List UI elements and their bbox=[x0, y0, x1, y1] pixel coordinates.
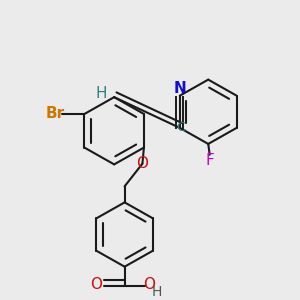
Text: H: H bbox=[152, 285, 162, 299]
Text: O: O bbox=[136, 156, 148, 171]
Text: C: C bbox=[176, 121, 185, 134]
Text: O: O bbox=[90, 277, 102, 292]
Text: O: O bbox=[143, 277, 155, 292]
Text: F: F bbox=[206, 152, 214, 167]
Text: N: N bbox=[174, 82, 187, 97]
Text: Br: Br bbox=[46, 106, 65, 121]
Text: H: H bbox=[96, 86, 107, 101]
